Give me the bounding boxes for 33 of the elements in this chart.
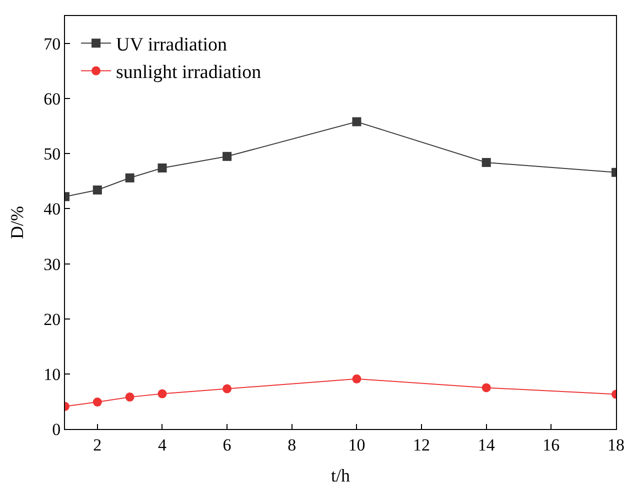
point: [482, 383, 491, 392]
y-tick-label: 10: [44, 364, 61, 384]
point: [158, 389, 167, 398]
x-tick-label: 16: [542, 435, 560, 454]
x-tick-label: 2: [93, 435, 102, 454]
point: [125, 392, 134, 402]
x-axis-title: t/h: [330, 466, 350, 486]
point: [92, 398, 102, 407]
legend-label: sunlight irradiation: [116, 62, 262, 84]
x-tick-label: 8: [288, 435, 296, 454]
point: [352, 117, 362, 126]
x-tick-label: 10: [348, 435, 366, 454]
point: [125, 173, 134, 182]
legend-label: UV irradiation: [116, 34, 228, 56]
y-tick-label: 0: [52, 420, 61, 439]
y-tick-label: 40: [44, 200, 61, 219]
y-tick-label: 60: [44, 90, 61, 109]
point: [158, 163, 167, 172]
x-tick-label: 12: [413, 435, 430, 454]
point: [222, 152, 232, 161]
x-tick-label: 14: [478, 435, 496, 454]
point: [92, 186, 102, 195]
point: [352, 374, 362, 384]
x-tick-label: 18: [608, 435, 624, 454]
y-tick-label: 30: [44, 254, 61, 274]
y-tick-label: 70: [44, 34, 61, 54]
y-tick-label: 20: [44, 310, 61, 329]
y-tick-label: 50: [44, 144, 61, 164]
point: [222, 384, 232, 394]
x-tick-label: 6: [222, 435, 232, 454]
point: [482, 158, 491, 167]
x-tick-label: 4: [158, 435, 167, 454]
y-axis-title: D/%: [6, 206, 27, 239]
